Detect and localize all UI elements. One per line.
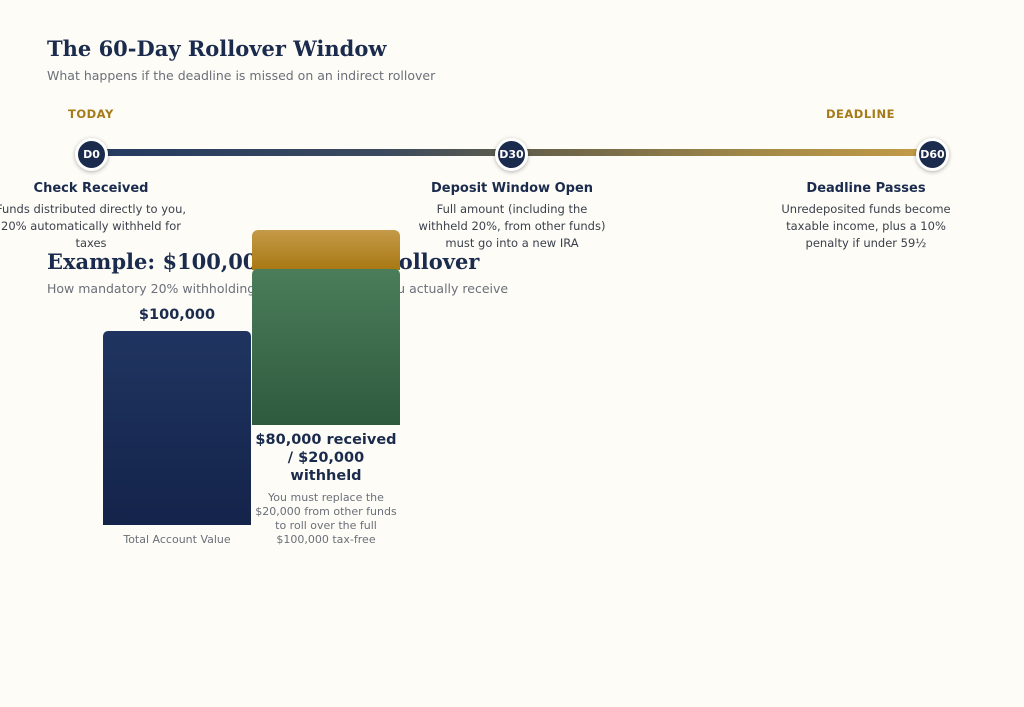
withheld-bar-segment (252, 230, 400, 270)
timeline-node-d0: D0 (75, 138, 108, 171)
step-title-check-received: Check Received (33, 181, 149, 196)
step-title-deadline-passes: Deadline Passes (806, 181, 926, 196)
split-value-label: $80,000 received / $20,000 withheld (255, 432, 397, 484)
page-subtitle: What happens if the deadline is missed o… (47, 68, 436, 83)
step-desc-deposit-window: Full amount (including the withheld 20%,… (418, 202, 606, 250)
deadline-label: DEADLINE (826, 107, 895, 121)
received-bar-segment (252, 269, 400, 425)
timeline-node-d30: D30 (495, 138, 528, 171)
split-caption: You must replace the $20,000 from other … (255, 491, 397, 546)
step-desc-deadline-passes: Unredeposited funds become taxable incom… (781, 202, 951, 250)
total-value-label: $100,000 (138, 307, 216, 323)
timeline-node-d60: D60 (916, 138, 949, 171)
today-label: TODAY (68, 107, 114, 121)
total-account-bar (103, 331, 251, 525)
step-desc-check-received: Funds distributed directly to you, 20% a… (0, 202, 187, 250)
step-title-deposit-window: Deposit Window Open (430, 181, 594, 196)
total-account-caption: Total Account Value (123, 533, 231, 546)
page-title: The 60-Day Rollover Window (47, 36, 387, 61)
